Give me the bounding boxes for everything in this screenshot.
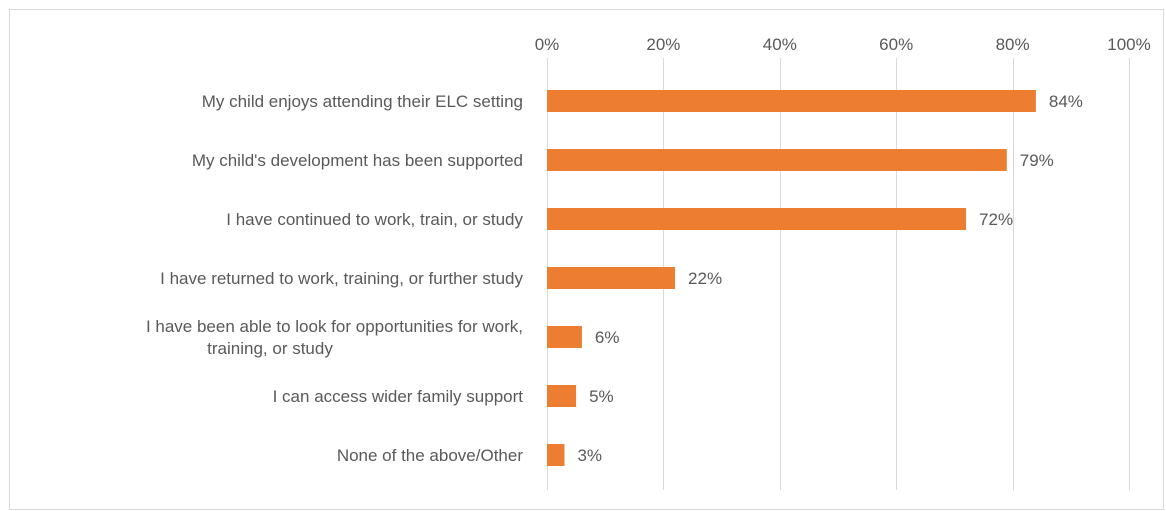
category-label: I can access wider family support — [273, 387, 524, 406]
x-tick-label: 60% — [879, 35, 913, 54]
x-tick-label: 20% — [646, 35, 680, 54]
bars — [547, 90, 1036, 466]
category-label: I have continued to work, train, or stud… — [226, 210, 523, 229]
x-tick-label: 100% — [1107, 35, 1150, 54]
data-label: 79% — [1020, 151, 1054, 170]
category-labels: My child enjoys attending their ELC sett… — [146, 92, 524, 465]
x-tick-label: 40% — [763, 35, 797, 54]
bar — [547, 90, 1036, 112]
data-label: 72% — [979, 210, 1013, 229]
x-tick-label: 80% — [996, 35, 1030, 54]
bar — [547, 149, 1007, 171]
category-label: My child's development has been supporte… — [192, 151, 523, 170]
data-label: 84% — [1049, 92, 1083, 111]
data-label: 5% — [589, 387, 614, 406]
data-label: 3% — [577, 446, 602, 465]
x-tick-label: 0% — [535, 35, 560, 54]
bar — [547, 267, 676, 289]
data-label: 6% — [595, 328, 620, 347]
category-label: I have returned to work, training, or fu… — [160, 269, 523, 288]
data-label: 22% — [688, 269, 722, 288]
category-label: My child enjoys attending their ELC sett… — [202, 92, 523, 111]
bar — [547, 208, 967, 230]
data-labels: 84% 79% 72% 22% 6% 5% 3% — [577, 92, 1082, 465]
bar — [547, 385, 577, 407]
x-axis-ticks: 0% 20% 40% 60% 80% 100% — [535, 35, 1151, 54]
category-label: I have been able to look for opportuniti… — [146, 317, 523, 336]
category-label: training, or study — [207, 339, 333, 358]
bar — [547, 444, 565, 466]
bar — [547, 326, 582, 348]
gridlines — [547, 58, 1130, 490]
category-label: None of the above/Other — [337, 446, 524, 465]
